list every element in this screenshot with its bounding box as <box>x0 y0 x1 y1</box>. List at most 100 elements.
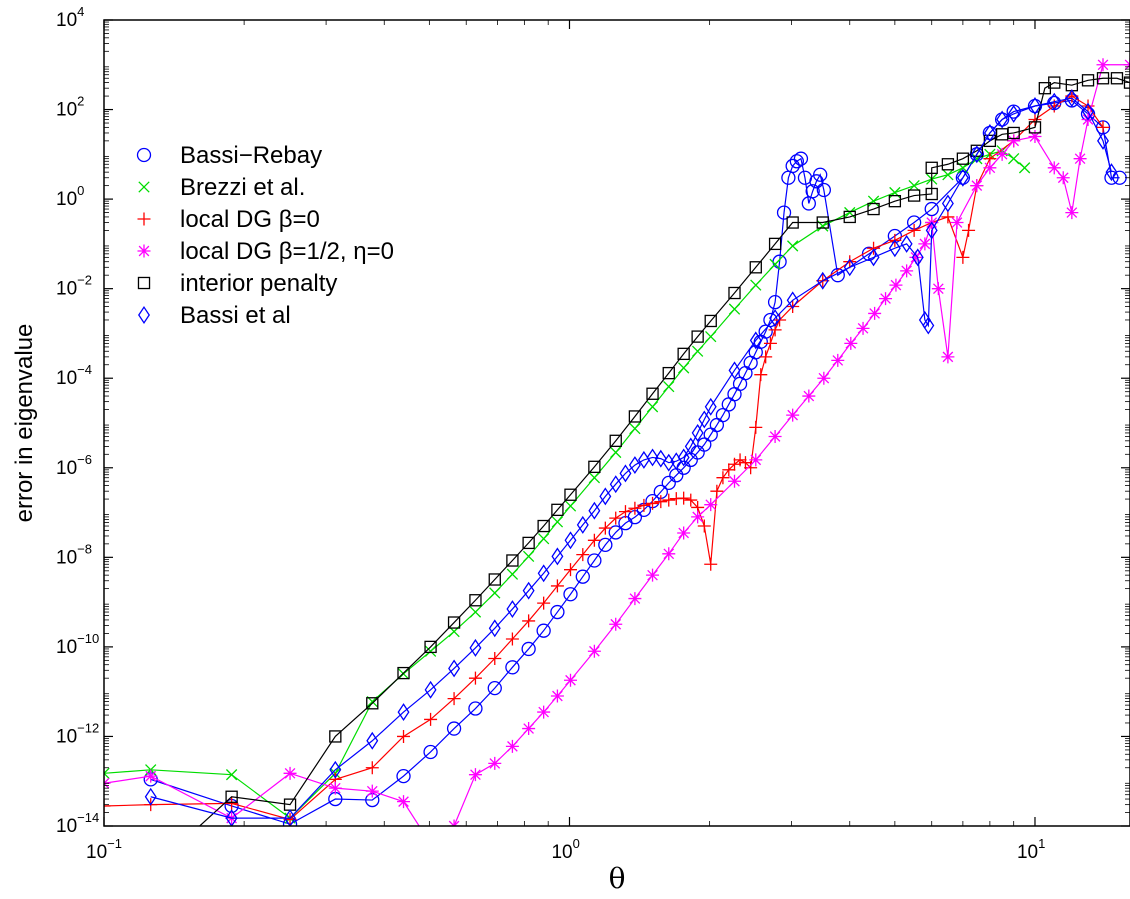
legend-item: local DG β=0 <box>137 206 320 233</box>
data-point-x <box>489 587 501 599</box>
data-point-square <box>983 134 997 148</box>
y-tick-label: 10−4 <box>56 362 92 389</box>
series-3 <box>104 58 1130 826</box>
data-point-diamond <box>956 168 969 187</box>
data-point-x <box>691 345 704 357</box>
data-point-diamond <box>677 448 690 467</box>
data-point-square <box>662 366 675 380</box>
data-point-asterisk <box>522 722 536 736</box>
y-tick-label: 100 <box>56 183 84 210</box>
data-point-square <box>522 536 535 550</box>
data-point-circle <box>994 112 1010 127</box>
data-point-asterisk <box>662 547 676 561</box>
legend-item: interior penalty <box>137 270 337 297</box>
data-point-plus <box>733 453 747 467</box>
data-point-x <box>564 500 577 512</box>
data-point-circle <box>446 721 462 736</box>
y-tick-label: 10−8 <box>56 541 92 568</box>
data-point-diamond <box>619 464 632 483</box>
series-line <box>104 95 1104 821</box>
data-point-square <box>1096 72 1110 85</box>
data-point-asterisk <box>537 705 551 719</box>
data-point-asterisk <box>1056 171 1070 185</box>
x-tick-label: 101 <box>1017 836 1045 863</box>
data-point-square <box>488 573 501 586</box>
data-point-diamond <box>448 659 461 678</box>
data-point-plus <box>786 299 800 313</box>
tick-labels-layer: 10−14 10−12 10−10 10−8 10−6 10−4 10−2 100 102 104… <box>56 4 1045 863</box>
legend-item: Bassi et al <box>138 302 291 329</box>
data-point-asterisk <box>1096 58 1110 72</box>
data-point-square <box>447 616 461 629</box>
data-point-square <box>397 666 410 680</box>
data-point-diamond <box>922 316 935 335</box>
data-point-circle <box>536 623 551 638</box>
data-point-circle <box>924 201 939 217</box>
data-point-circle <box>661 475 676 491</box>
data-point-plus <box>550 579 564 593</box>
data-point-circle <box>487 680 502 696</box>
y-tick-label: 10−6 <box>56 452 92 479</box>
legend-label: interior penalty <box>180 270 337 297</box>
data-point-square <box>1110 72 1124 85</box>
data-point-square <box>551 503 564 517</box>
data-point-diamond <box>366 731 379 750</box>
data-point-diamond <box>144 787 157 806</box>
data-point-diamond <box>1097 131 1109 150</box>
data-point-x <box>769 258 781 270</box>
data-point-asterisk <box>587 644 601 658</box>
data-point-asterisk <box>468 768 482 782</box>
data-point-asterisk <box>1073 152 1087 166</box>
data-point-asterisk <box>505 739 519 753</box>
data-point-x <box>424 645 437 657</box>
data-point-circle <box>468 701 483 716</box>
data-point-diamond <box>911 248 924 267</box>
data-point-square <box>925 187 938 201</box>
data-point-asterisk <box>941 350 955 364</box>
data-point-asterisk <box>786 408 800 422</box>
data-point-x <box>646 401 659 413</box>
series-1 <box>104 145 1031 824</box>
data-point-asterisk <box>1007 134 1021 148</box>
data-point-square <box>145 865 156 876</box>
data-point-asterisk <box>749 453 763 467</box>
data-point-diamond <box>728 361 741 380</box>
data-point-x <box>908 179 920 192</box>
data-point-asterisk <box>879 292 893 306</box>
data-point-plus <box>637 498 651 512</box>
data-point-square <box>768 237 782 251</box>
data-point-x <box>506 568 519 580</box>
data-point-plus <box>137 212 151 226</box>
data-point-square <box>1048 76 1061 89</box>
data-point-asterisk <box>609 617 623 631</box>
data-point-square <box>728 286 741 300</box>
legend-label: local DG β=0 <box>180 206 320 233</box>
data-point-x <box>610 446 622 459</box>
data-point-x <box>678 362 690 374</box>
data-point-plus <box>505 632 519 646</box>
data-point-plus <box>697 519 711 533</box>
ticks-layer <box>103 19 1130 827</box>
data-point-plus <box>397 729 411 743</box>
x-axis-label: θ <box>609 862 626 895</box>
data-point-diamond <box>1082 102 1095 121</box>
data-point-circle <box>423 744 438 760</box>
data-point-asterisk <box>704 498 718 512</box>
data-point-asterisk <box>691 510 705 524</box>
data-point-diamond <box>551 547 564 566</box>
data-point-diamond <box>537 564 550 583</box>
data-point-x <box>537 533 550 545</box>
data-point-plus <box>763 336 777 350</box>
y-axis-label: error in eigenvalue <box>11 324 38 523</box>
data-point-asterisk <box>918 237 932 251</box>
legend-label: Brezzi et al. <box>180 174 305 201</box>
data-point-asterisk <box>365 784 379 798</box>
data-point-circle <box>776 205 792 220</box>
data-point-asterisk <box>831 353 845 367</box>
legend-label: Bassi et al <box>180 302 291 329</box>
data-point-asterisk <box>564 673 577 687</box>
data-point-plus <box>1081 99 1095 113</box>
data-point-circle <box>396 768 411 784</box>
data-point-circle <box>715 407 731 423</box>
